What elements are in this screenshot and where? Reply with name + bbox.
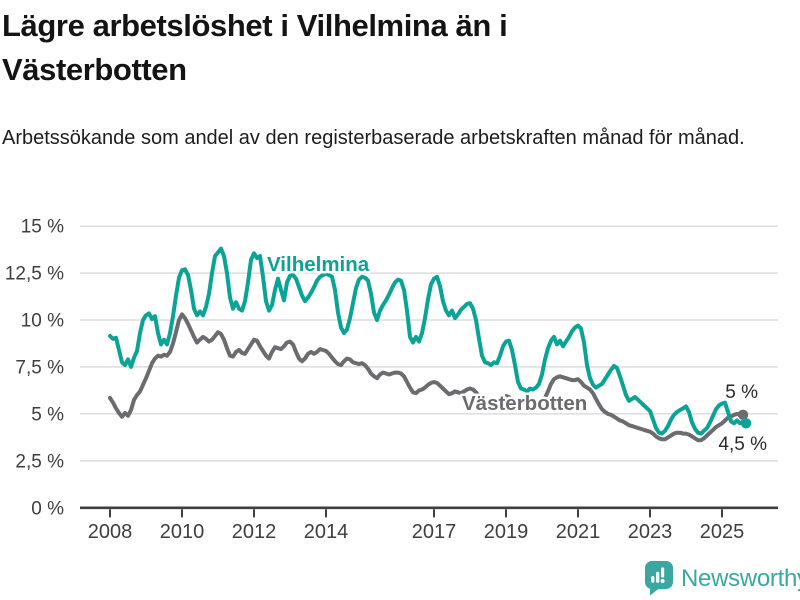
y-tick-label: 0 %: [31, 498, 64, 519]
series-line-vilhelmina: [108, 246, 748, 436]
series-line-västerbotten: [108, 312, 745, 443]
y-tick-label: 5 %: [31, 404, 64, 425]
x-tick-label: 2012: [232, 521, 277, 543]
x-tick-label: 2017: [412, 521, 457, 543]
y-tick-label: 12,5 %: [5, 264, 64, 285]
x-tick-label: 2023: [628, 521, 673, 543]
newsworthy-logo: Newsworthy: [644, 560, 800, 597]
newsworthy-logo-text: Newsworthy: [681, 564, 800, 592]
y-tick-label: 2,5 %: [15, 451, 64, 472]
y-tick-label: 10 %: [21, 311, 64, 332]
end-value-label-vilhelmina: 4,5 %: [718, 434, 767, 455]
x-tick-label: 2008: [88, 521, 133, 543]
end-value-label-västerbotten: 5 %: [725, 382, 758, 403]
chart-title: Lägre arbetslöshet i Vilhelmina än i Väs…: [2, 8, 508, 87]
newsworthy-bubble-bar-chart-icon: [645, 561, 673, 596]
x-tick-label: 2021: [556, 521, 601, 543]
series-end-dot-västerbotten: [737, 409, 749, 420]
y-tick-label: 7,5 %: [15, 357, 64, 378]
x-tick-label: 2010: [160, 521, 205, 543]
y-tick-label: 15 %: [21, 217, 64, 238]
series-label-västerbotten: Västerbotten: [462, 392, 587, 415]
x-tick-label: 2014: [304, 521, 349, 543]
series-label-vilhelmina: Vilhelmina: [267, 253, 370, 276]
x-tick-label: 2025: [700, 521, 745, 543]
chart-subtitle: Arbetssökande som andel av den registerb…: [2, 127, 745, 149]
x-tick-label: 2019: [484, 521, 529, 543]
series-end-dot-vilhelmina: [740, 418, 752, 429]
